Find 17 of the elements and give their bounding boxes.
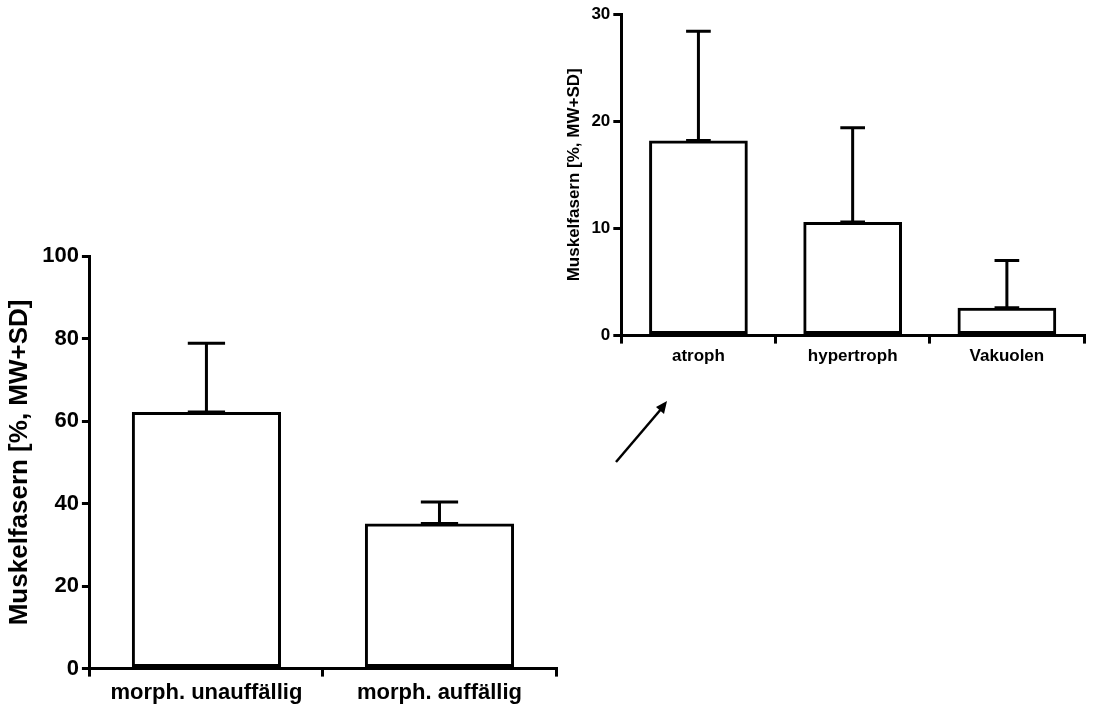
y-tick-label: 0 (66, 654, 79, 680)
x-tick-label: morph. unauffällig (110, 678, 303, 704)
y-axis-title: Muskelfasern [%, MW+SD] (563, 68, 583, 282)
y-tick-label: 0 (600, 325, 611, 345)
y-tick-label: 10 (591, 218, 611, 238)
y-tick-label: 100 (42, 242, 79, 268)
y-tick-label: 40 (54, 489, 79, 515)
x-tick-label: atroph (671, 346, 725, 366)
y-tick-label: 30 (591, 3, 611, 23)
y-tick-label: 20 (591, 110, 611, 130)
x-tick-label: morph. auffällig (356, 678, 522, 704)
y-tick-label: 20 (54, 572, 79, 598)
x-tick-label: hypertroph (807, 346, 898, 366)
y-axis-title: Muskelfasern [%, MW+SD] (2, 299, 33, 626)
x-tick-label: Vakuolen (969, 346, 1045, 366)
y-tick-label: 60 (54, 407, 79, 433)
y-tick-label: 80 (54, 324, 79, 350)
